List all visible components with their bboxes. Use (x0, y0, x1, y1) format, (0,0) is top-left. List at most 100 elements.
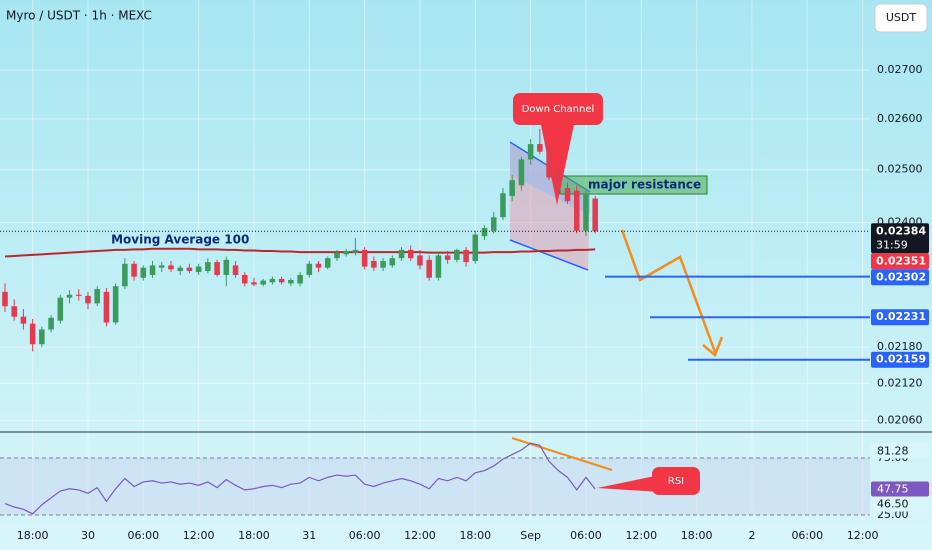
y-tick-label: 0.02060 (877, 414, 923, 427)
candle-body (361, 249, 368, 267)
candle-body (48, 317, 54, 330)
y-tick-label: 0.02120 (877, 376, 923, 389)
rsi-badge-label: 47.75 (877, 483, 909, 496)
candle-body (195, 266, 202, 273)
candle-body (583, 193, 589, 231)
x-tick-label: 18:00 (681, 529, 713, 542)
axes: 18:00 30 06:00 12:00 18:00 31 06:00 12:00 18:00 S… (17, 63, 929, 542)
candle-body (389, 258, 396, 266)
divergence-line (511, 437, 613, 471)
moving-average-label: Moving Average 100 (111, 232, 249, 246)
x-tick-label: 06:00 (349, 529, 381, 542)
price-badge-label: 0.02351 (876, 254, 926, 267)
candle-body (555, 169, 562, 189)
price-badge (871, 351, 929, 368)
candle-body (186, 267, 193, 272)
candle-body (2, 291, 8, 307)
x-tick-label: 12:00 (404, 529, 436, 542)
rsi-badge-label: 81.28 (877, 444, 909, 457)
candle-body (573, 190, 580, 231)
candle-body (527, 144, 534, 160)
x-tick-label: 12:00 (183, 529, 215, 542)
candle-body (205, 262, 211, 272)
candle-body (380, 260, 386, 268)
marks: Moving Average 100 (0, 128, 870, 515)
candle-body (251, 282, 257, 285)
price-badge-label: 0.02302 (876, 270, 926, 283)
y-tick-label: 0.02700 (877, 63, 923, 76)
candle-body (324, 258, 331, 268)
price-badge (871, 253, 929, 270)
candle-body (140, 267, 147, 278)
candle-body (564, 188, 571, 202)
rsi-line (4, 442, 596, 515)
candle-body (481, 228, 488, 237)
candle-body (454, 249, 460, 260)
chart-title: Myro / USDT · 1h · MEXC (6, 9, 152, 23)
candle-body (122, 263, 128, 287)
candle-body (490, 217, 497, 231)
y-tick-label: 0.02500 (877, 163, 923, 176)
price-badge (871, 309, 929, 326)
candle-body (269, 278, 276, 283)
candle-body (297, 274, 303, 284)
moving-average-line (4, 247, 596, 258)
projection-arrow (620, 229, 717, 353)
candle-body (214, 262, 220, 275)
x-tick-label: 2 (748, 529, 755, 542)
candle-body (75, 294, 82, 296)
candle-body (158, 265, 165, 268)
resistance-label: major resistance (588, 178, 701, 192)
candle-body (306, 263, 313, 275)
x-tick-label: 18:00 (238, 529, 270, 542)
candle-body (444, 255, 451, 260)
currency-button-label[interactable]: USDT (886, 11, 917, 24)
candle-body (260, 280, 266, 285)
candle-body (177, 267, 183, 272)
rsi-band (0, 458, 870, 515)
callout-pointer (540, 120, 575, 205)
x-tick-label: 12:00 (625, 529, 657, 542)
candle-body (546, 146, 552, 178)
candle-body (131, 263, 137, 277)
candle-body (66, 294, 73, 298)
candle-body (334, 252, 340, 259)
channel-line (509, 239, 589, 271)
candle-body (288, 280, 294, 284)
candle-body (29, 323, 36, 345)
price-badge-label: 0.02231 (876, 310, 926, 323)
x-tick-label: 18:00 (17, 529, 49, 542)
callout-pointer (597, 475, 660, 492)
x-tick-label: 06:00 (127, 529, 159, 542)
x-tick-label: Sep (520, 529, 541, 542)
x-tick-label: 30 (81, 529, 95, 542)
candle-body (149, 265, 156, 275)
candle-body (112, 286, 119, 323)
candle-body (85, 295, 91, 304)
candle-body (232, 265, 239, 275)
candle-body (20, 316, 27, 324)
candle-body (94, 289, 100, 304)
candle-body (398, 249, 405, 259)
candle-body (592, 198, 598, 232)
arrow-head (702, 336, 724, 358)
candle-body (278, 278, 285, 283)
y-tick-label: 0.02180 (877, 340, 923, 353)
candle-body (352, 249, 359, 253)
rsi-badge (871, 443, 929, 459)
x-tick-label: 12:00 (847, 529, 879, 542)
candle-body (472, 234, 479, 261)
x-tick-label: 06:00 (570, 529, 602, 542)
candle-body (39, 329, 45, 345)
x-tick-label: 18:00 (459, 529, 491, 542)
rsi-badge (871, 481, 929, 497)
price-badge (871, 269, 929, 286)
candle-body (500, 193, 506, 218)
candle-body (223, 259, 230, 275)
candle-body (435, 255, 442, 278)
candle-body (509, 180, 515, 196)
candle-body (168, 265, 174, 270)
rsi-badge (871, 496, 929, 512)
currency-button[interactable] (874, 3, 928, 33)
